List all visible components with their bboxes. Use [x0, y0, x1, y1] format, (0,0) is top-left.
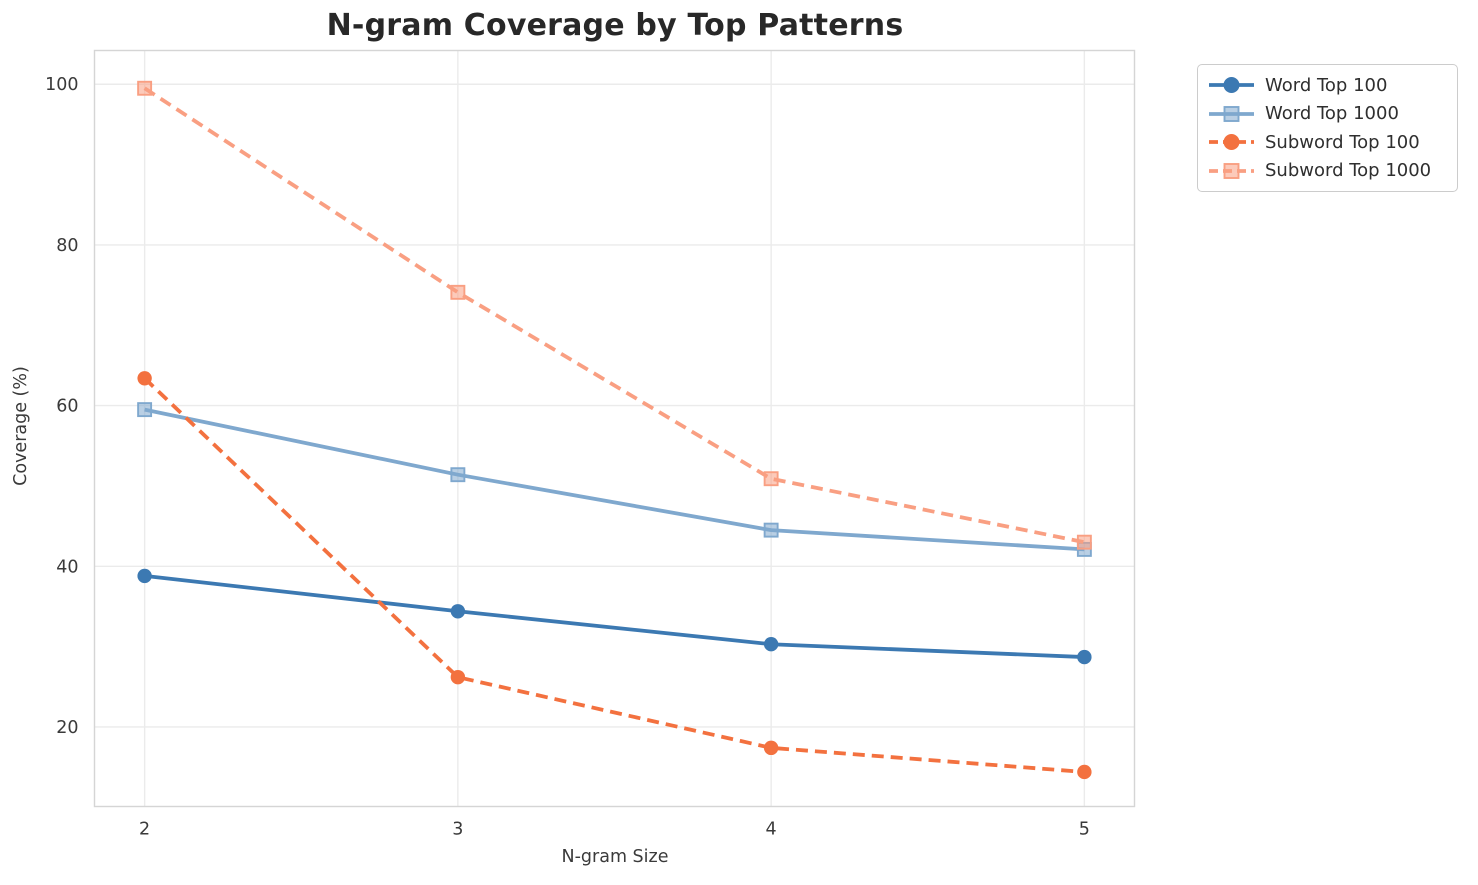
series-marker	[137, 371, 152, 386]
series-marker	[450, 604, 466, 619]
x-tick-label: 3	[452, 820, 463, 840]
legend-marker-sample	[1223, 162, 1240, 179]
legend-label: Subword Top 1000	[1265, 160, 1432, 182]
y-tick-label: 100	[45, 75, 78, 95]
legend-label: Word Top 100	[1265, 74, 1388, 96]
x-tick-label: 4	[766, 820, 777, 840]
series-marker	[763, 471, 779, 487]
chart-title: N-gram Coverage by Top Patterns	[326, 8, 904, 43]
legend-item: Word Top 1000	[1208, 100, 1447, 128]
legend-box: Word Top 100 Word Top 1000 Subword Top 1…	[1197, 64, 1458, 192]
legend-label: Subword Top 100	[1265, 131, 1420, 153]
series-marker	[763, 522, 779, 538]
series-marker	[763, 740, 779, 756]
series-marker	[137, 80, 153, 96]
series-line	[143, 86, 1085, 545]
legend-marker-sample	[1223, 105, 1240, 122]
legend-item: Subword Top 100	[1208, 128, 1447, 156]
legend-swatch-word-top-1000	[1209, 105, 1254, 122]
legend-swatch-word-top-100	[1209, 77, 1254, 94]
series-line	[143, 376, 1085, 774]
x-tick-label: 2	[139, 820, 150, 840]
plot-border	[93, 49, 1136, 808]
legend-item: Word Top 100	[1208, 71, 1447, 99]
y-tick-label: 40	[56, 557, 78, 577]
y-tick-label: 60	[56, 397, 78, 417]
x-axis-label: N-gram Size	[561, 847, 669, 867]
y-tick-label: 20	[56, 718, 78, 738]
legend-swatch-subword-top-1000	[1209, 162, 1254, 179]
legend-label: Word Top 1000	[1265, 103, 1399, 125]
series-line	[144, 574, 1085, 659]
series-marker	[137, 402, 153, 418]
legend-marker-sample	[1223, 77, 1240, 94]
series-marker	[763, 637, 779, 652]
series-marker	[450, 669, 466, 685]
legend-swatch-subword-top-100	[1209, 134, 1254, 151]
series-marker	[450, 467, 466, 483]
series-marker	[1077, 764, 1092, 780]
series-line	[144, 407, 1085, 552]
y-axis-label: Coverage (%)	[11, 366, 31, 486]
series-marker	[450, 284, 466, 300]
x-tick-label: 5	[1079, 820, 1090, 840]
legend-item: Subword Top 1000	[1208, 157, 1447, 185]
series-marker	[137, 568, 152, 584]
legend-marker-sample	[1223, 134, 1240, 151]
y-tick-label: 80	[56, 236, 78, 256]
series-marker	[1076, 534, 1092, 550]
series-marker	[1077, 649, 1092, 665]
